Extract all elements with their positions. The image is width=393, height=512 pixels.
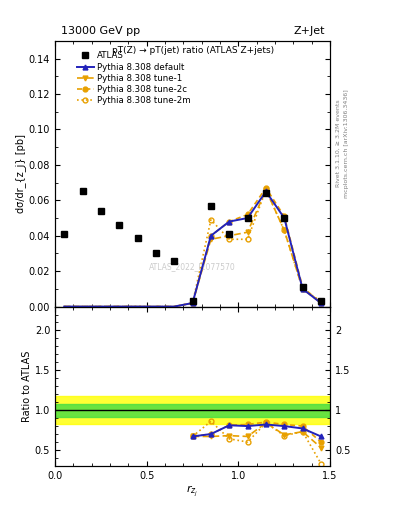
Pythia 8.308 tune-2m xyxy=(264,186,268,193)
Pythia 8.308 tune-2m xyxy=(319,298,323,304)
Bar xyxy=(55,404,330,417)
ATLAS xyxy=(264,190,268,196)
Pythia 8.308 tune-1 xyxy=(209,236,213,242)
ATLAS xyxy=(319,298,323,304)
Pythia 8.308 tune-2m xyxy=(209,217,213,223)
Text: Z+Jet: Z+Jet xyxy=(293,26,325,36)
ATLAS xyxy=(172,258,176,264)
ATLAS xyxy=(62,231,66,237)
Line: Pythia 8.308 tune-2m: Pythia 8.308 tune-2m xyxy=(190,187,323,306)
Pythia 8.308 tune-2m xyxy=(300,286,305,292)
Text: 13000 GeV pp: 13000 GeV pp xyxy=(61,26,140,36)
Y-axis label: Ratio to ATLAS: Ratio to ATLAS xyxy=(22,351,32,422)
Pythia 8.308 tune-2c xyxy=(264,185,268,191)
Pythia 8.308 tune-2c xyxy=(319,300,323,306)
Text: ATLAS_2022_I2077570: ATLAS_2022_I2077570 xyxy=(149,262,236,271)
Pythia 8.308 tune-2c xyxy=(282,213,286,219)
Pythia 8.308 default xyxy=(282,215,286,221)
ATLAS xyxy=(99,208,103,214)
ATLAS xyxy=(282,215,286,221)
Pythia 8.308 default xyxy=(245,215,250,221)
Bar xyxy=(55,396,330,424)
Pythia 8.308 default xyxy=(300,286,305,292)
ATLAS xyxy=(245,215,250,221)
Pythia 8.308 tune-2c xyxy=(190,300,195,306)
ATLAS xyxy=(209,203,213,209)
Text: mcplots.cern.ch [arXiv:1306.3436]: mcplots.cern.ch [arXiv:1306.3436] xyxy=(344,89,349,198)
Y-axis label: dσ/dr_{z_j} [pb]: dσ/dr_{z_j} [pb] xyxy=(15,134,26,214)
Pythia 8.308 default xyxy=(227,219,231,225)
X-axis label: $r_{z_j}$: $r_{z_j}$ xyxy=(187,483,198,499)
Line: Pythia 8.308 default: Pythia 8.308 default xyxy=(190,189,323,306)
Pythia 8.308 tune-1 xyxy=(245,229,250,236)
ATLAS xyxy=(190,298,195,304)
ATLAS xyxy=(300,284,305,290)
Pythia 8.308 tune-1 xyxy=(227,232,231,239)
Pythia 8.308 default xyxy=(319,300,323,306)
Text: Rivet 3.1.10, ≥ 3.2M events: Rivet 3.1.10, ≥ 3.2M events xyxy=(336,99,341,187)
Pythia 8.308 tune-2c xyxy=(300,284,305,290)
Pythia 8.308 default xyxy=(264,188,268,195)
Pythia 8.308 tune-2c xyxy=(209,232,213,239)
Pythia 8.308 tune-2c xyxy=(227,219,231,225)
Pythia 8.308 tune-1 xyxy=(282,227,286,233)
Pythia 8.308 tune-2m xyxy=(190,300,195,306)
Line: Pythia 8.308 tune-2c: Pythia 8.308 tune-2c xyxy=(190,185,323,306)
Pythia 8.308 tune-2m xyxy=(245,236,250,242)
Pythia 8.308 default xyxy=(190,300,195,306)
Legend: ATLAS, Pythia 8.308 default, Pythia 8.308 tune-1, Pythia 8.308 tune-2c, Pythia 8: ATLAS, Pythia 8.308 default, Pythia 8.30… xyxy=(73,48,194,109)
Pythia 8.308 tune-2m xyxy=(282,227,286,233)
Pythia 8.308 tune-1 xyxy=(190,300,195,306)
ATLAS xyxy=(227,231,231,237)
Pythia 8.308 tune-1 xyxy=(319,300,323,306)
Text: pT(Z) → pT(jet) ratio (ATLAS Z+jets): pT(Z) → pT(jet) ratio (ATLAS Z+jets) xyxy=(112,46,274,55)
Pythia 8.308 tune-1 xyxy=(264,186,268,193)
Pythia 8.308 default xyxy=(209,232,213,239)
Line: ATLAS: ATLAS xyxy=(61,188,324,304)
Pythia 8.308 tune-1 xyxy=(300,286,305,292)
ATLAS xyxy=(117,222,121,228)
Pythia 8.308 tune-2m xyxy=(227,236,231,242)
ATLAS xyxy=(154,250,158,257)
Line: Pythia 8.308 tune-1: Pythia 8.308 tune-1 xyxy=(190,187,323,306)
ATLAS xyxy=(135,234,140,241)
ATLAS xyxy=(80,188,85,195)
Pythia 8.308 tune-2c xyxy=(245,211,250,218)
